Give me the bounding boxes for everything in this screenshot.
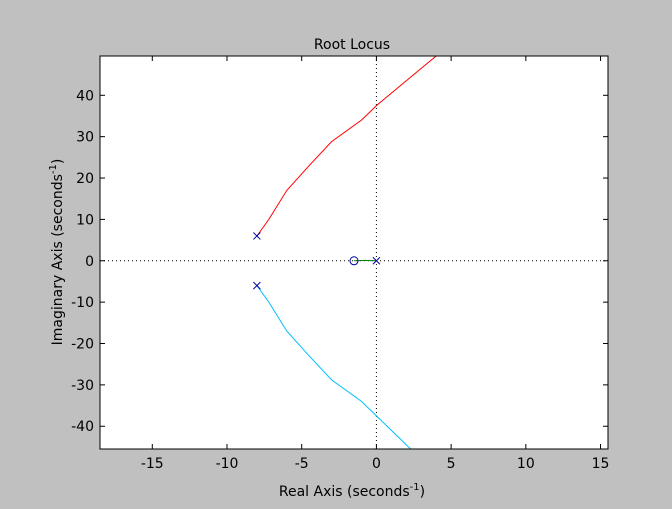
chart-title: Root Locus — [314, 37, 390, 53]
x-axis-label-main: Real Axis (seconds — [279, 484, 410, 500]
y-axis-label-suffix: ) — [50, 159, 66, 164]
x-tick-label: -10 — [216, 456, 239, 472]
y-tick-label: 30 — [76, 130, 94, 146]
y-axis-label-main: Imaginary Axis (seconds — [50, 174, 66, 345]
x-tick-label: 10 — [517, 456, 535, 472]
x-tick-label: 15 — [592, 456, 610, 472]
x-tick-label: -5 — [295, 456, 309, 472]
y-axis-label-superscript: -1 — [48, 164, 59, 174]
y-axis-label: Imaginary Axis (seconds-1) — [48, 159, 66, 346]
y-tick-label: 20 — [76, 171, 94, 187]
y-tick-label: 0 — [85, 254, 94, 270]
y-tick-label: -20 — [71, 337, 94, 353]
x-tick-label: 0 — [372, 456, 381, 472]
y-tick-label: -30 — [71, 378, 94, 394]
y-tick-label: -40 — [71, 419, 94, 435]
y-tick-label: -10 — [71, 295, 94, 311]
x-axis-label: Real Axis (seconds-1) — [279, 482, 425, 500]
x-tick-label: -15 — [141, 456, 164, 472]
x-axis-label-suffix: ) — [420, 484, 425, 500]
plot-area — [100, 56, 608, 449]
x-tick-label: 5 — [447, 456, 456, 472]
y-tick-label: 40 — [76, 88, 94, 104]
y-tick-label: 10 — [76, 212, 94, 228]
x-axis-label-superscript: -1 — [410, 482, 420, 493]
